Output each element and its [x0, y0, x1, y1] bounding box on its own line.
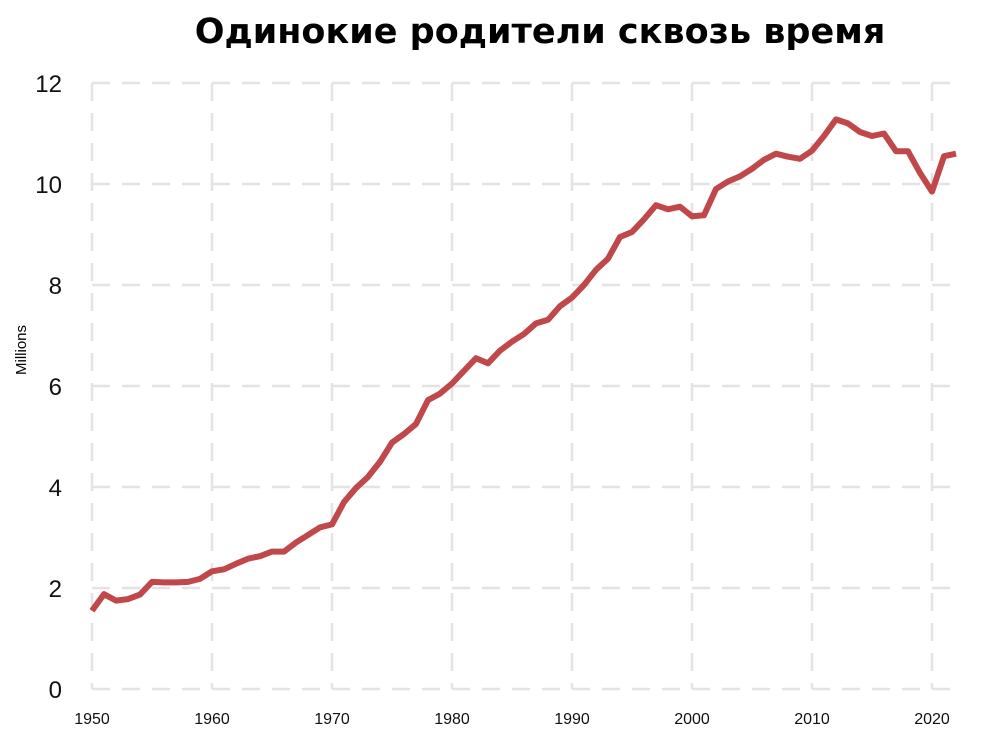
y-tick-label: 2 [49, 576, 62, 603]
chart-title: Одинокие родители сквозь время [194, 12, 886, 52]
y-tick-label: 6 [49, 374, 62, 401]
x-tick-label: 2000 [674, 711, 710, 728]
x-tick-label: 2010 [794, 711, 830, 728]
x-tick-label: 1990 [554, 711, 590, 728]
x-tick-label: 1960 [194, 711, 230, 728]
y-tick-label: 8 [49, 273, 62, 300]
series-line [89, 116, 957, 613]
y-tick-label: 0 [49, 677, 62, 704]
y-axis-label: Millions [13, 325, 30, 375]
x-tick-label: 1970 [314, 711, 350, 728]
x-tick-label: 1980 [434, 711, 470, 728]
x-tick-label: 2020 [914, 711, 950, 728]
y-tick-label: 10 [35, 172, 62, 199]
y-tick-label: 4 [49, 475, 62, 502]
x-axis-ticks: 1950 1960 1970 1980 1990 2000 2010 2020 [74, 711, 950, 728]
y-tick-label: 12 [35, 71, 62, 98]
x-tick-label: 1950 [74, 711, 110, 728]
series-lines [89, 116, 957, 613]
grid [90, 81, 960, 691]
y-axis-ticks: 0 2 4 6 8 10 12 [35, 71, 62, 704]
